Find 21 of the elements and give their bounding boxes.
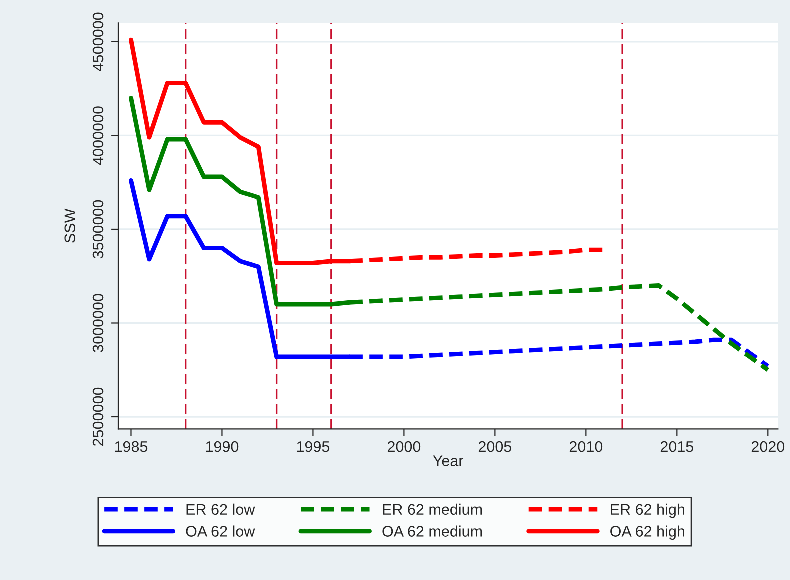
x-tick-label: 2000	[388, 441, 421, 452]
legend-label: ER 62 medium	[383, 504, 482, 516]
x-tick-label: 1995	[297, 441, 330, 452]
legend-label: OA 62 high	[610, 526, 684, 540]
y-tick-label: 3000000	[92, 294, 104, 352]
y-tick-label: 4500000	[92, 12, 104, 72]
x-axis-title: Year	[433, 456, 464, 466]
legend-label: ER 62 low	[186, 504, 256, 516]
x-tick-label: 2020	[752, 441, 785, 452]
y-tick-label: 3500000	[92, 200, 104, 259]
y-tick-label: 4000000	[92, 106, 104, 166]
x-tick-label: 2010	[570, 441, 603, 452]
x-tick-label: 2015	[660, 441, 694, 452]
legend-label: OA 62 low	[186, 526, 256, 537]
x-tick-label: 2005	[478, 441, 512, 452]
legend-label: OA 62 medium	[382, 526, 482, 537]
y-axis-title: SSW	[64, 208, 76, 243]
y-tick-label: 2500000	[92, 388, 104, 446]
legend-label: ER 62 high	[611, 504, 684, 518]
x-tick-label: 1990	[206, 441, 239, 452]
x-tick-label: 1985	[115, 441, 148, 452]
